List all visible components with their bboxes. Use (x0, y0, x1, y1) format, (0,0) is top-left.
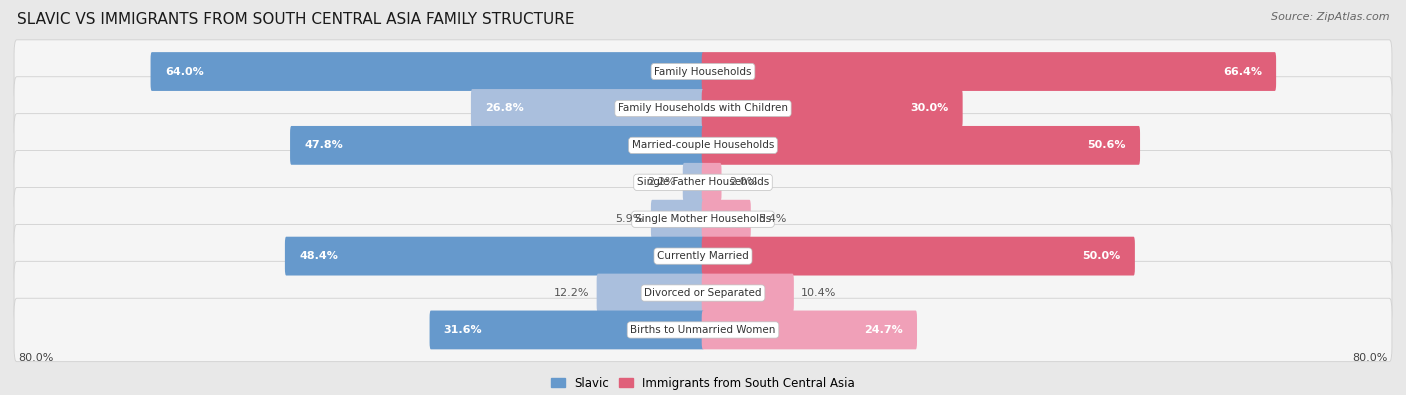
FancyBboxPatch shape (14, 298, 1392, 362)
FancyBboxPatch shape (150, 52, 704, 91)
Text: Currently Married: Currently Married (657, 251, 749, 261)
Text: Births to Unmarried Women: Births to Unmarried Women (630, 325, 776, 335)
Text: 26.8%: 26.8% (485, 103, 524, 113)
Text: 5.9%: 5.9% (616, 214, 644, 224)
Text: 50.6%: 50.6% (1087, 140, 1126, 150)
Text: 31.6%: 31.6% (444, 325, 482, 335)
FancyBboxPatch shape (14, 224, 1392, 288)
Text: 12.2%: 12.2% (554, 288, 589, 298)
FancyBboxPatch shape (702, 310, 917, 349)
Text: 5.4%: 5.4% (758, 214, 786, 224)
Text: 2.0%: 2.0% (728, 177, 758, 187)
FancyBboxPatch shape (702, 200, 751, 239)
FancyBboxPatch shape (702, 89, 963, 128)
Text: Single Father Households: Single Father Households (637, 177, 769, 187)
Text: 2.2%: 2.2% (647, 177, 675, 187)
FancyBboxPatch shape (14, 261, 1392, 325)
Text: Family Households with Children: Family Households with Children (619, 103, 787, 113)
Text: 48.4%: 48.4% (299, 251, 337, 261)
FancyBboxPatch shape (290, 126, 704, 165)
Text: 47.8%: 47.8% (304, 140, 343, 150)
FancyBboxPatch shape (285, 237, 704, 276)
Text: Married-couple Households: Married-couple Households (631, 140, 775, 150)
Text: 80.0%: 80.0% (1353, 353, 1388, 363)
FancyBboxPatch shape (14, 188, 1392, 251)
Text: Source: ZipAtlas.com: Source: ZipAtlas.com (1271, 12, 1389, 22)
FancyBboxPatch shape (14, 114, 1392, 177)
Legend: Slavic, Immigrants from South Central Asia: Slavic, Immigrants from South Central As… (551, 377, 855, 389)
Text: SLAVIC VS IMMIGRANTS FROM SOUTH CENTRAL ASIA FAMILY STRUCTURE: SLAVIC VS IMMIGRANTS FROM SOUTH CENTRAL … (17, 12, 575, 27)
FancyBboxPatch shape (430, 310, 704, 349)
FancyBboxPatch shape (14, 40, 1392, 103)
FancyBboxPatch shape (702, 126, 1140, 165)
Text: 80.0%: 80.0% (18, 353, 53, 363)
Text: 10.4%: 10.4% (801, 288, 837, 298)
Text: 50.0%: 50.0% (1083, 251, 1121, 261)
FancyBboxPatch shape (702, 163, 721, 202)
FancyBboxPatch shape (683, 163, 704, 202)
FancyBboxPatch shape (14, 150, 1392, 214)
Text: Divorced or Separated: Divorced or Separated (644, 288, 762, 298)
Text: 30.0%: 30.0% (910, 103, 949, 113)
Text: Single Mother Households: Single Mother Households (636, 214, 770, 224)
FancyBboxPatch shape (596, 274, 704, 312)
FancyBboxPatch shape (702, 52, 1277, 91)
FancyBboxPatch shape (702, 237, 1135, 276)
FancyBboxPatch shape (14, 77, 1392, 140)
Text: 24.7%: 24.7% (865, 325, 903, 335)
FancyBboxPatch shape (471, 89, 704, 128)
FancyBboxPatch shape (702, 274, 794, 312)
FancyBboxPatch shape (651, 200, 704, 239)
Text: 66.4%: 66.4% (1223, 66, 1263, 77)
Text: Family Households: Family Households (654, 66, 752, 77)
Text: 64.0%: 64.0% (165, 66, 204, 77)
